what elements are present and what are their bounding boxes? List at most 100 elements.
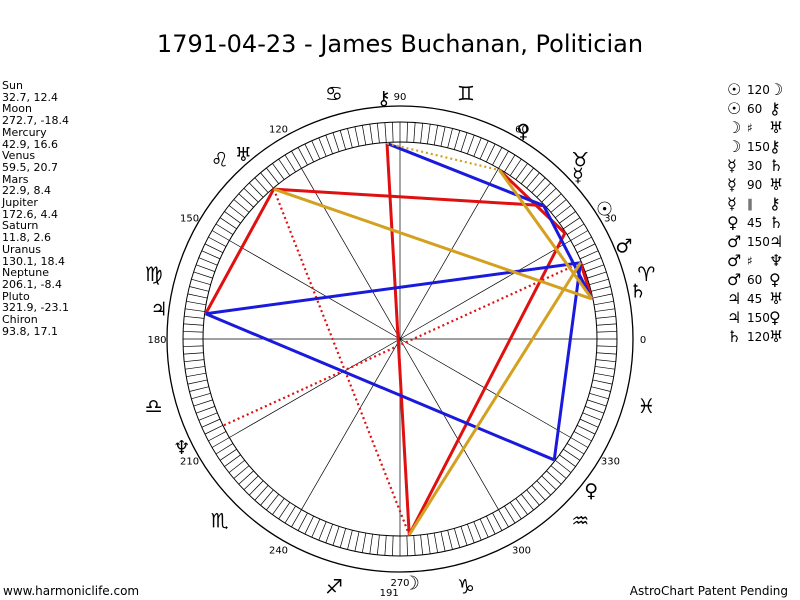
degree-tick [460,526,468,546]
degree-tick [453,130,461,150]
degree-tick [589,278,609,286]
degree-tick [550,199,567,213]
extra-degree-label: 191 [380,588,399,599]
degree-tick [596,352,617,355]
aspect-line [407,232,567,536]
sign-division-line [229,240,401,340]
degree-tick [509,502,522,520]
degree-tick [582,412,602,421]
position-coords: 11.8, 2.6 [2,231,51,245]
degree-tick [347,530,353,550]
degree-tick [433,532,439,553]
website-link[interactable]: www.harmoniclife.com [3,584,140,598]
degree-tick [536,182,551,198]
degree-tick [566,223,585,235]
aspect-row: ☽ ♯ ♅ [727,118,789,137]
degree-tick [473,137,482,157]
degree-tick [187,379,208,385]
gemini-sign-icon: ♊ [457,82,475,106]
aspect-value: 150 [747,234,770,249]
aspect-planet-b: ♆ [769,251,784,270]
degree-tick [479,518,489,538]
position-coords: 272.7, -18.4 [2,114,69,128]
degree-tick [208,236,227,247]
degree-label: 330 [601,457,620,468]
degree-tick [550,465,567,479]
degree-tick [198,412,218,421]
degree-tick [384,535,387,556]
degree-tick [254,485,269,501]
sun-planet-icon: ☉ [596,199,613,221]
position-name: Saturn [2,219,39,233]
venus-2-planet-icon: ♀ [584,480,598,502]
degree-tick [595,366,615,370]
degree-tick [291,150,302,169]
degree-tick [541,475,557,490]
aspect-line [204,188,276,315]
aspect-planet-a: ☽ [727,118,742,137]
degree-tick [272,498,285,515]
aspect-row: ☿ 30 ♄ [727,156,789,175]
aspect-line [552,262,583,461]
aspect-row: ♃ 45 ♅ [727,289,789,308]
degree-tick [596,323,617,326]
degree-tick [249,480,264,496]
degree-tick [347,128,353,148]
aspect-row: ♃ 150 ♀ [727,308,789,327]
degree-tick [266,167,279,184]
position-coords: 206.1, -8.4 [2,277,62,291]
sign-division-line [399,338,499,510]
position-name: Sun [2,79,23,92]
degree-tick [284,154,296,173]
degree-tick [573,236,592,247]
degree-tick [186,300,207,306]
aspect-value: 90 [747,177,763,192]
degree-tick [467,134,475,155]
degree-tick [204,425,224,435]
aspect-value: 150 [747,310,770,325]
aspect-line [498,169,594,300]
position-name: Moon [2,102,32,116]
position-name: Chiron [2,313,38,327]
position-name: Pluto [2,289,30,303]
degree-tick [515,163,528,180]
degree-tick [185,366,205,370]
degree-tick [219,217,237,230]
degree-tick [238,470,254,485]
degree-tick [467,523,475,544]
degree-tick [325,523,333,544]
degree-tick [546,193,562,208]
aspect-line [273,187,593,301]
degree-tick [183,352,204,355]
aspect-row: ☽ 150 ⚷ [727,137,789,156]
moon-planet-icon: ☽ [403,573,420,595]
degree-tick [579,250,599,260]
aspect-planet-b: ♀ [769,308,781,327]
aspect-line [205,261,581,316]
degree-tick [559,211,576,224]
degree-tick [498,509,509,528]
aspect-planet-a: ♀ [727,213,739,232]
degree-tick [433,125,439,146]
degree-tick [504,505,516,524]
degree-label: 60 [515,125,528,136]
degree-tick [195,264,216,272]
degree-tick [233,465,250,479]
neptune-planet-icon: ♆ [173,437,190,459]
aspect-value: ♯ [747,120,753,135]
degree-tick [593,300,614,306]
degree-tick [304,143,314,163]
aspect-value: ∥ [747,196,753,211]
scorpio-sign-icon: ♏ [211,508,229,532]
degree-tick [339,528,347,548]
degree-tick [498,150,509,169]
degree-tick [243,188,259,203]
position-name: Neptune [2,266,50,280]
degree-tick [486,143,496,163]
degree-tick [413,535,416,556]
capricorn-sign-icon: ♑ [457,574,475,598]
degree-tick [587,271,607,279]
degree-tick [406,535,408,556]
aspect-row: ☿ 90 ♅ [727,175,789,194]
